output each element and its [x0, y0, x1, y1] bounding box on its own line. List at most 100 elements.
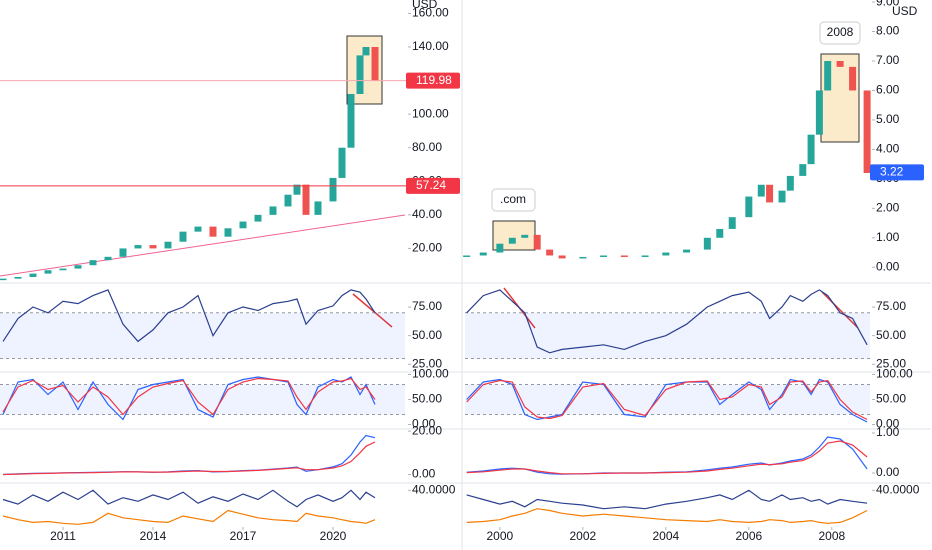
candle: [521, 234, 529, 238]
indicator-line: [2, 489, 376, 508]
candle: [89, 260, 97, 266]
candle: [799, 164, 807, 176]
y-tick-label: 25.00: [876, 356, 906, 370]
candle: [641, 255, 649, 257]
candle: [546, 249, 554, 256]
y-tick-label: 1.00: [876, 425, 900, 439]
candle: [836, 60, 844, 67]
axis-unit: USD: [412, 0, 438, 11]
candle: [29, 273, 37, 277]
y-tick-label: 80.00: [412, 140, 442, 154]
candle: [662, 252, 670, 256]
y-tick-label: 75.00: [876, 299, 906, 313]
candle: [600, 255, 608, 257]
y-tick-label: 40.0000: [876, 483, 920, 497]
candle: [0, 278, 7, 281]
candle: [284, 194, 292, 207]
price-badge-label: 119.98: [416, 73, 452, 87]
indicator-line: [466, 508, 868, 524]
indicator-line: [466, 440, 868, 475]
y-tick-label: 100.00: [876, 367, 913, 381]
annotation-bubble: [819, 21, 861, 45]
candle: [74, 265, 82, 269]
candle: [807, 134, 815, 165]
candle: [44, 270, 52, 274]
indicator-line: [466, 436, 868, 475]
candle: [347, 94, 355, 148]
x-tick-label: 2014: [140, 529, 167, 543]
candle: [14, 276, 22, 279]
indicator-line: [2, 376, 376, 421]
y-tick-label: 140.00: [412, 39, 449, 53]
y-tick-label: 0.00: [876, 465, 900, 479]
candle: [496, 243, 504, 253]
band: [465, 312, 870, 359]
candle: [463, 255, 471, 257]
y-tick-label: 40.0000: [412, 483, 456, 497]
candle: [558, 255, 566, 259]
candle: [302, 184, 310, 215]
y-tick-label: 100.00: [412, 106, 449, 120]
candle: [314, 201, 322, 215]
y-tick-label: 50.00: [412, 392, 442, 406]
candle: [533, 234, 541, 250]
y-tick-label: 2.00: [876, 201, 900, 215]
indicator-line: [466, 379, 868, 421]
annotation: .com: [500, 192, 526, 206]
trend-line: [352, 293, 393, 328]
y-tick-label: 0.00: [412, 417, 436, 431]
y-tick-label: 4.00: [876, 142, 900, 156]
candle: [683, 249, 691, 253]
candle: [119, 248, 127, 257]
annotation: 2008: [827, 25, 854, 39]
candle: [59, 268, 67, 271]
y-tick-label: 20.00: [412, 241, 442, 255]
y-tick-label: 100.00: [412, 367, 449, 381]
x-tick-label: 2000: [487, 529, 514, 543]
y-tick-label: 9.00: [876, 0, 900, 8]
candle: [778, 190, 786, 203]
candle: [293, 184, 301, 195]
y-tick-label: 50.00: [876, 392, 906, 406]
x-tick-label: 2002: [569, 529, 596, 543]
y-tick-label: 160.00: [412, 6, 449, 20]
candle: [757, 184, 765, 197]
x-tick-label: 2006: [735, 529, 762, 543]
candle: [728, 217, 736, 229]
price-badge-label: 57.24: [416, 178, 446, 192]
y-tick-label: 50.00: [412, 328, 442, 342]
candle: [766, 184, 774, 203]
price-badge: [406, 177, 460, 194]
y-tick-label: 0.00: [876, 417, 900, 431]
candle: [703, 237, 711, 250]
trend-line: [0, 214, 406, 277]
candle: [863, 90, 871, 173]
indicator-line: [2, 377, 376, 416]
x-tick-label: 2011: [50, 529, 76, 543]
candle: [716, 228, 724, 238]
y-tick-label: 6.00: [876, 83, 900, 97]
candle: [269, 206, 277, 215]
x-tick-label: 2020: [320, 529, 347, 543]
candle: [579, 256, 587, 259]
candle: [239, 221, 247, 229]
candle: [356, 55, 364, 94]
price-badge: [870, 164, 924, 181]
candle: [338, 147, 346, 178]
candle: [209, 226, 217, 237]
x-tick-label: 2004: [652, 529, 679, 543]
candle: [745, 196, 753, 218]
candle: [815, 90, 823, 135]
candle: [362, 47, 370, 56]
candle: [134, 245, 142, 249]
annotation-bubble: [491, 188, 536, 212]
candle: [254, 214, 262, 222]
candle: [164, 241, 172, 249]
y-tick-label: 50.00: [876, 328, 906, 342]
y-tick-label: 8.00: [876, 24, 900, 38]
candle: [824, 60, 832, 91]
candle: [620, 255, 628, 257]
x-tick-label: 2017: [230, 529, 257, 543]
